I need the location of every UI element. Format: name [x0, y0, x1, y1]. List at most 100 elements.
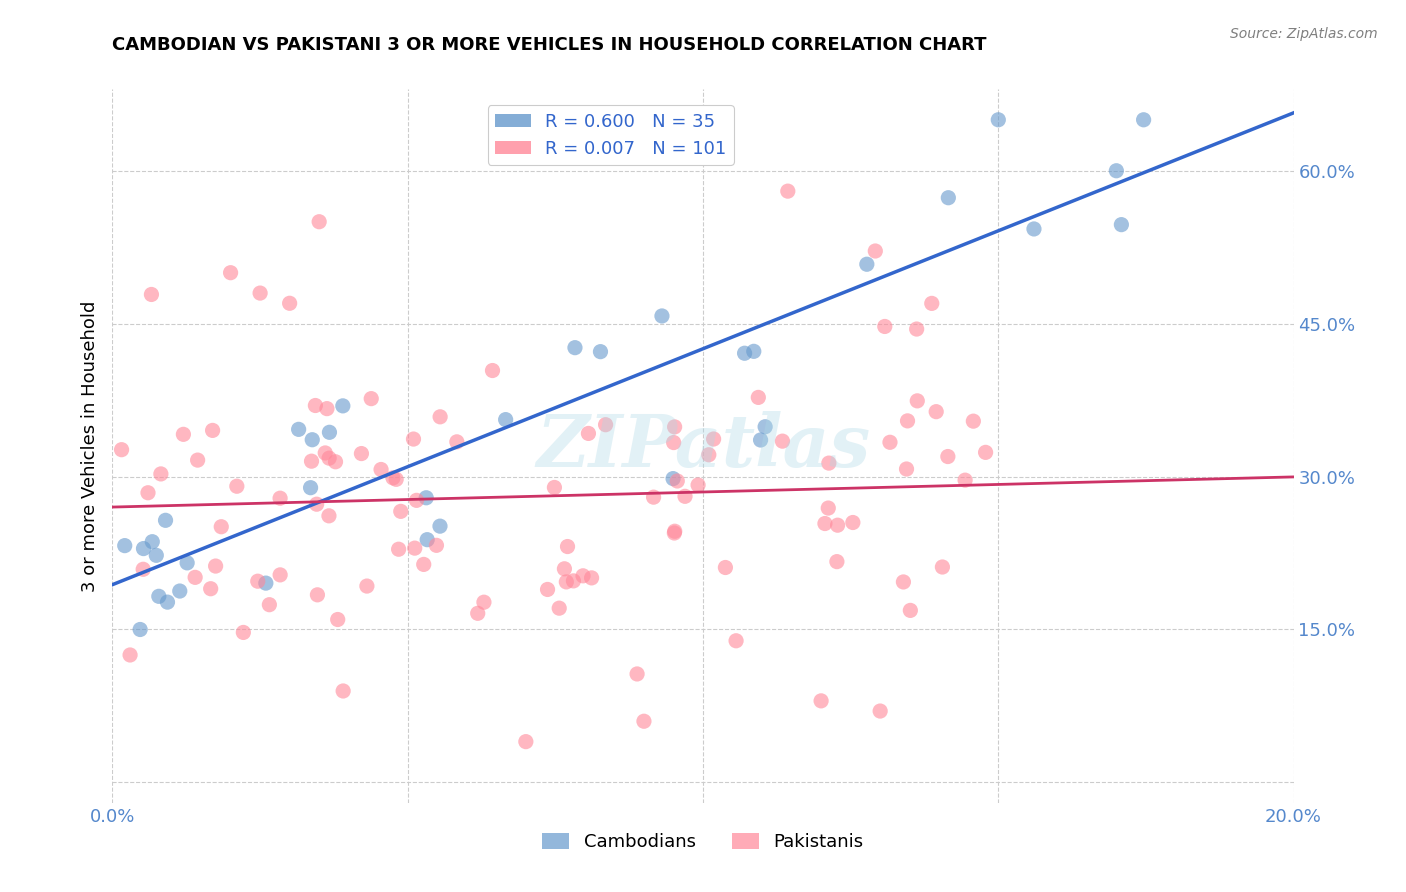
Point [1132, 112, 1154, 127]
Point [749, 433, 772, 447]
Point [666, 474, 689, 488]
Point [254, 576, 277, 591]
Point [898, 603, 921, 617]
Point [589, 344, 612, 359]
Point [1022, 222, 1045, 236]
Point [415, 491, 437, 505]
Point [318, 451, 340, 466]
Text: Source: ZipAtlas.com: Source: ZipAtlas.com [1230, 27, 1378, 41]
Point [141, 287, 163, 301]
Point [307, 588, 329, 602]
Point [472, 595, 495, 609]
Point [388, 542, 411, 557]
Point [429, 409, 451, 424]
Point [425, 538, 447, 552]
Point [429, 519, 451, 533]
Point [155, 513, 177, 527]
Point [416, 533, 439, 547]
Point [318, 508, 340, 523]
Point [360, 392, 382, 406]
Point [664, 526, 686, 541]
Point [543, 480, 565, 494]
Point [557, 540, 579, 554]
Point [187, 453, 209, 467]
Point [332, 684, 354, 698]
Point [581, 571, 603, 585]
Point [662, 472, 685, 486]
Point [562, 574, 585, 588]
Point [304, 399, 326, 413]
Point [817, 501, 839, 516]
Point [405, 493, 427, 508]
Point [873, 319, 896, 334]
Point [259, 598, 281, 612]
Point [572, 569, 595, 583]
Point [249, 286, 271, 301]
Point [664, 420, 686, 434]
Point [225, 479, 247, 493]
Point [595, 417, 617, 432]
Point [169, 584, 191, 599]
Point [114, 539, 136, 553]
Point [879, 435, 901, 450]
Text: ZIPatlas: ZIPatlas [536, 410, 870, 482]
Point [553, 562, 575, 576]
Point [953, 473, 976, 487]
Point [356, 579, 378, 593]
Point [467, 607, 489, 621]
Point [936, 450, 959, 464]
Point [896, 414, 918, 428]
Point [350, 446, 373, 460]
Point [132, 562, 155, 576]
Point [301, 433, 323, 447]
Point [905, 322, 928, 336]
Point [1111, 218, 1133, 232]
Point [184, 570, 207, 584]
Point [381, 471, 404, 485]
Point [564, 341, 586, 355]
Point [742, 344, 765, 359]
Point [389, 504, 412, 518]
Point [385, 472, 408, 486]
Point [278, 296, 301, 310]
Point [825, 555, 848, 569]
Point [703, 432, 725, 446]
Point [299, 481, 322, 495]
Point [515, 734, 537, 748]
Point [633, 714, 655, 729]
Point [987, 112, 1010, 127]
Point [446, 434, 468, 449]
Point [201, 424, 224, 438]
Point [555, 574, 578, 589]
Point [754, 419, 776, 434]
Point [869, 704, 891, 718]
Point [1105, 163, 1128, 178]
Point [974, 445, 997, 459]
Point [772, 434, 794, 449]
Point [120, 648, 142, 662]
Point [305, 497, 328, 511]
Point [148, 590, 170, 604]
Point [246, 574, 269, 589]
Point [714, 560, 737, 574]
Point [404, 541, 426, 555]
Point [495, 412, 517, 426]
Point [129, 623, 152, 637]
Point [548, 601, 571, 615]
Point [287, 422, 309, 436]
Point [673, 489, 696, 503]
Point [209, 520, 232, 534]
Point [810, 694, 832, 708]
Point [776, 184, 799, 198]
Point [110, 442, 132, 457]
Point [172, 427, 194, 442]
Point [132, 541, 155, 556]
Point [814, 516, 837, 531]
Point [200, 582, 222, 596]
Point [332, 399, 354, 413]
Point [269, 491, 291, 506]
Point [136, 485, 159, 500]
Point [697, 448, 720, 462]
Point [818, 456, 841, 470]
Point [325, 455, 347, 469]
